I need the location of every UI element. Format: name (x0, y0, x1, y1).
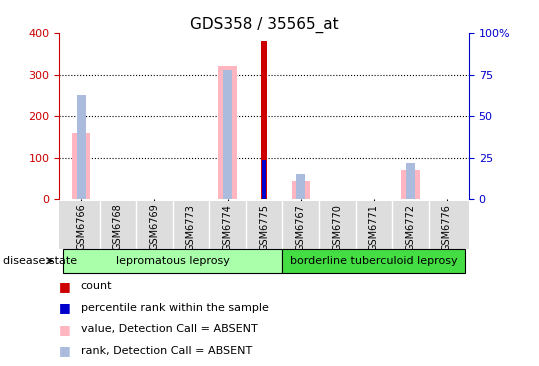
Text: GSM6768: GSM6768 (113, 203, 123, 250)
Bar (282, 249, 465, 273)
Bar (406, 163, 415, 199)
Text: percentile rank within the sample: percentile rank within the sample (81, 303, 269, 313)
Text: lepromatous leprosy: lepromatous leprosy (116, 256, 230, 266)
Bar (292, 181, 310, 199)
Text: GSM6766: GSM6766 (76, 203, 86, 250)
Text: GSM6769: GSM6769 (149, 203, 160, 250)
Text: GSM6767: GSM6767 (296, 203, 306, 251)
Text: GSM6772: GSM6772 (405, 203, 416, 251)
Text: ■: ■ (59, 301, 71, 314)
Text: GSM6774: GSM6774 (223, 203, 232, 251)
Bar (72, 133, 91, 199)
Text: ■: ■ (59, 280, 71, 293)
Bar (218, 66, 237, 199)
Bar (63, 249, 282, 273)
Title: GDS358 / 35565_at: GDS358 / 35565_at (190, 17, 338, 33)
Text: borderline tuberculoid leprosy: borderline tuberculoid leprosy (290, 256, 458, 266)
Text: disease state: disease state (3, 256, 77, 266)
Bar (262, 160, 266, 199)
Text: GSM6776: GSM6776 (442, 203, 452, 251)
Text: GSM6771: GSM6771 (369, 203, 379, 251)
Bar (223, 70, 232, 199)
Bar (77, 94, 86, 199)
Text: value, Detection Call = ABSENT: value, Detection Call = ABSENT (81, 324, 258, 334)
Bar (401, 170, 419, 199)
Text: rank, Detection Call = ABSENT: rank, Detection Call = ABSENT (81, 346, 252, 356)
Text: GSM6773: GSM6773 (186, 203, 196, 251)
Bar (296, 175, 305, 199)
Text: ■: ■ (59, 344, 71, 357)
Bar (261, 41, 267, 199)
Text: count: count (81, 281, 112, 291)
Text: ■: ■ (59, 323, 71, 336)
Text: GSM6770: GSM6770 (332, 203, 342, 251)
Text: GSM6775: GSM6775 (259, 203, 269, 251)
